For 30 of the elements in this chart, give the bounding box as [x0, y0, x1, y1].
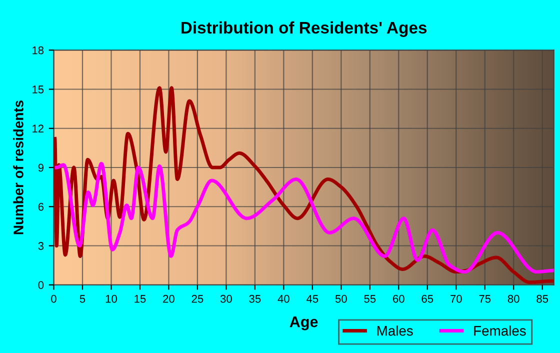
y-tick-label: 9	[38, 164, 44, 172]
x-tick-label: 60	[393, 294, 404, 303]
x-tick-label: 80	[508, 294, 520, 303]
x-tick-label: 0	[51, 294, 56, 303]
x-tick-label: 40	[278, 294, 290, 303]
legend-label: Females	[474, 326, 526, 336]
y-tick-label: 18	[32, 46, 44, 54]
legend-label: Males	[377, 326, 413, 336]
x-tick-label: 15	[134, 295, 146, 303]
x-tick-label: 70	[450, 294, 462, 303]
y-tick-label: 0	[38, 281, 44, 290]
x-tick-label: 35	[249, 294, 261, 303]
x-tick-label: 20	[163, 294, 174, 303]
x-tick-label: 30	[220, 294, 232, 303]
x-axis-title: Age	[290, 316, 318, 330]
y-tick-label: 15	[32, 86, 44, 94]
x-tick-label: 25	[192, 294, 204, 303]
x-tick-label: 50	[335, 294, 347, 303]
x-tick-label: 75	[479, 295, 491, 303]
x-tick-label: 55	[364, 295, 376, 303]
y-tick-label: 6	[38, 202, 44, 211]
y-tick-label: 3	[38, 242, 44, 250]
x-tick-label: 5	[80, 295, 86, 303]
y-tick-label: 12	[32, 124, 44, 132]
y-axis-title: Number of residents	[13, 100, 24, 234]
x-tick-label: 85	[536, 294, 548, 303]
x-tick-label: 65	[422, 294, 434, 303]
x-tick-label: 45	[306, 295, 318, 303]
x-tick-label: 10	[106, 294, 117, 303]
chart-title: Distribution of Residents' Ages	[181, 21, 427, 37]
